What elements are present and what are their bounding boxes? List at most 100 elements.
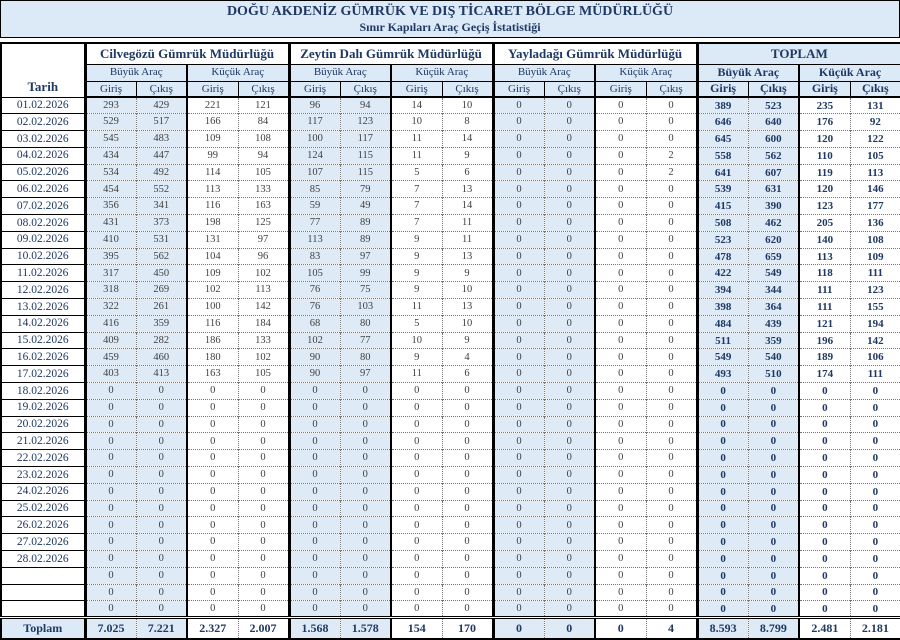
value-cell: 0 [186, 432, 238, 450]
direction-header: Çıkış [543, 81, 596, 98]
value-cell: 0 [594, 146, 647, 165]
value-cell: 0 [287, 566, 341, 585]
value-cell: 0 [594, 415, 647, 433]
table-row: 23.02.2026 0 0 0 0 0 0 0 0 0 0 0 0 0 0 0 0 [1, 466, 900, 484]
value-cell: 184 [237, 314, 290, 333]
value-cell: 0 [695, 533, 749, 551]
value-cell: 0 [543, 583, 596, 601]
value-cell: 0 [287, 583, 341, 601]
value-cell: 0 [135, 466, 187, 484]
table-row: 06.02.2026 454 552 113 133 85 79 7 13 0 0 0 0 539 631 1… [1, 180, 900, 198]
value-cell: 111 [798, 298, 851, 316]
value-cell: 0 [186, 583, 238, 601]
value-cell: 0 [186, 566, 238, 585]
value-cell: 0 [645, 230, 698, 249]
value-cell: 0 [237, 482, 290, 501]
value-cell: 0 [287, 482, 341, 501]
date-cell: 17.02.2026 [1, 365, 87, 383]
value-cell: 0 [186, 415, 238, 433]
value-cell: 0 [695, 466, 749, 484]
value-cell: 0 [543, 214, 596, 232]
value-cell: 109 [849, 247, 900, 265]
value-cell: 77 [287, 214, 341, 232]
value-cell: 0 [135, 583, 187, 601]
value-cell: 0 [594, 382, 647, 400]
value-cell: 0 [83, 432, 136, 450]
table-row: 16.02.2026 459 460 180 102 90 80 9 4 0 0 0 0 549 540 18… [1, 348, 900, 366]
value-cell: 0 [849, 583, 900, 601]
value-cell: 0 [695, 499, 749, 517]
table-row: 14.02.2026 416 359 116 184 68 80 5 10 0 0 0 0 484 439 1… [1, 314, 900, 333]
direction-header: Çıkış [441, 81, 494, 98]
total-value-cell: 8.593 [695, 616, 749, 639]
value-cell: 0 [441, 566, 494, 585]
value-cell: 0 [543, 230, 596, 249]
value-cell: 176 [798, 113, 851, 131]
value-cell: 0 [339, 432, 392, 450]
value-cell: 641 [695, 163, 749, 181]
value-cell: 0 [237, 516, 290, 534]
value-cell: 121 [237, 96, 290, 114]
value-cell: 0 [390, 533, 443, 551]
value-cell: 123 [339, 113, 392, 131]
value-cell: 196 [798, 331, 851, 349]
value-cell: 97 [339, 365, 392, 383]
value-cell: 0 [645, 113, 698, 131]
date-cell: 25.02.2026 [1, 499, 87, 517]
value-cell: 0 [491, 466, 545, 484]
value-cell: 205 [798, 214, 851, 232]
date-cell [1, 583, 87, 601]
total-value-cell: 4 [645, 616, 698, 639]
value-cell: 11 [390, 146, 443, 165]
value-cell: 0 [645, 482, 698, 501]
table-header: Tarih Cilvegözü Gümrük Müdürlüğü Zeytin Da… [1, 43, 900, 98]
value-cell: 115 [339, 163, 392, 181]
value-cell: 0 [849, 566, 900, 585]
value-cell: 0 [287, 533, 341, 551]
value-cell: 0 [543, 180, 596, 198]
value-cell: 0 [645, 96, 698, 114]
value-cell: 484 [695, 314, 749, 333]
value-cell: 0 [441, 466, 494, 484]
table-row: 01.02.2026 293 429 221 121 96 94 14 10 0 0 0 0 389 523… [1, 96, 900, 114]
value-cell: 0 [491, 298, 545, 316]
value-cell: 0 [645, 314, 698, 333]
value-cell: 0 [186, 398, 238, 417]
value-cell: 0 [543, 466, 596, 484]
value-cell: 11 [390, 298, 443, 316]
value-cell: 13 [441, 247, 494, 265]
total-value-cell: 0 [491, 616, 545, 639]
value-cell: 83 [287, 247, 341, 265]
value-cell: 0 [543, 516, 596, 534]
direction-header: Çıkış [747, 81, 800, 98]
value-cell: 539 [695, 180, 749, 198]
value-cell: 235 [798, 96, 851, 114]
value-cell: 450 [135, 264, 187, 282]
value-cell: 0 [747, 432, 800, 450]
date-cell: 06.02.2026 [1, 180, 87, 198]
value-cell: 0 [543, 331, 596, 349]
value-cell: 0 [645, 499, 698, 517]
value-cell: 659 [747, 247, 800, 265]
value-cell: 0 [747, 415, 800, 433]
total-value-cell: 8.799 [747, 616, 800, 639]
value-cell: 0 [237, 432, 290, 450]
value-cell: 14 [441, 197, 494, 215]
value-cell: 123 [798, 197, 851, 215]
value-cell: 0 [543, 365, 596, 383]
value-cell: 76 [287, 281, 341, 299]
direction-header: Çıkış [339, 81, 392, 98]
value-cell: 0 [339, 583, 392, 601]
value-cell: 0 [287, 415, 341, 433]
value-cell: 0 [645, 415, 698, 433]
value-cell: 0 [135, 382, 187, 400]
value-cell: 221 [186, 96, 238, 114]
value-cell: 0 [798, 533, 851, 551]
value-cell: 0 [441, 516, 494, 534]
value-cell: 0 [339, 449, 392, 467]
value-cell: 0 [491, 146, 545, 165]
value-cell: 94 [339, 96, 392, 114]
value-cell: 105 [237, 163, 290, 181]
value-cell: 390 [747, 197, 800, 215]
value-cell: 113 [287, 230, 341, 249]
